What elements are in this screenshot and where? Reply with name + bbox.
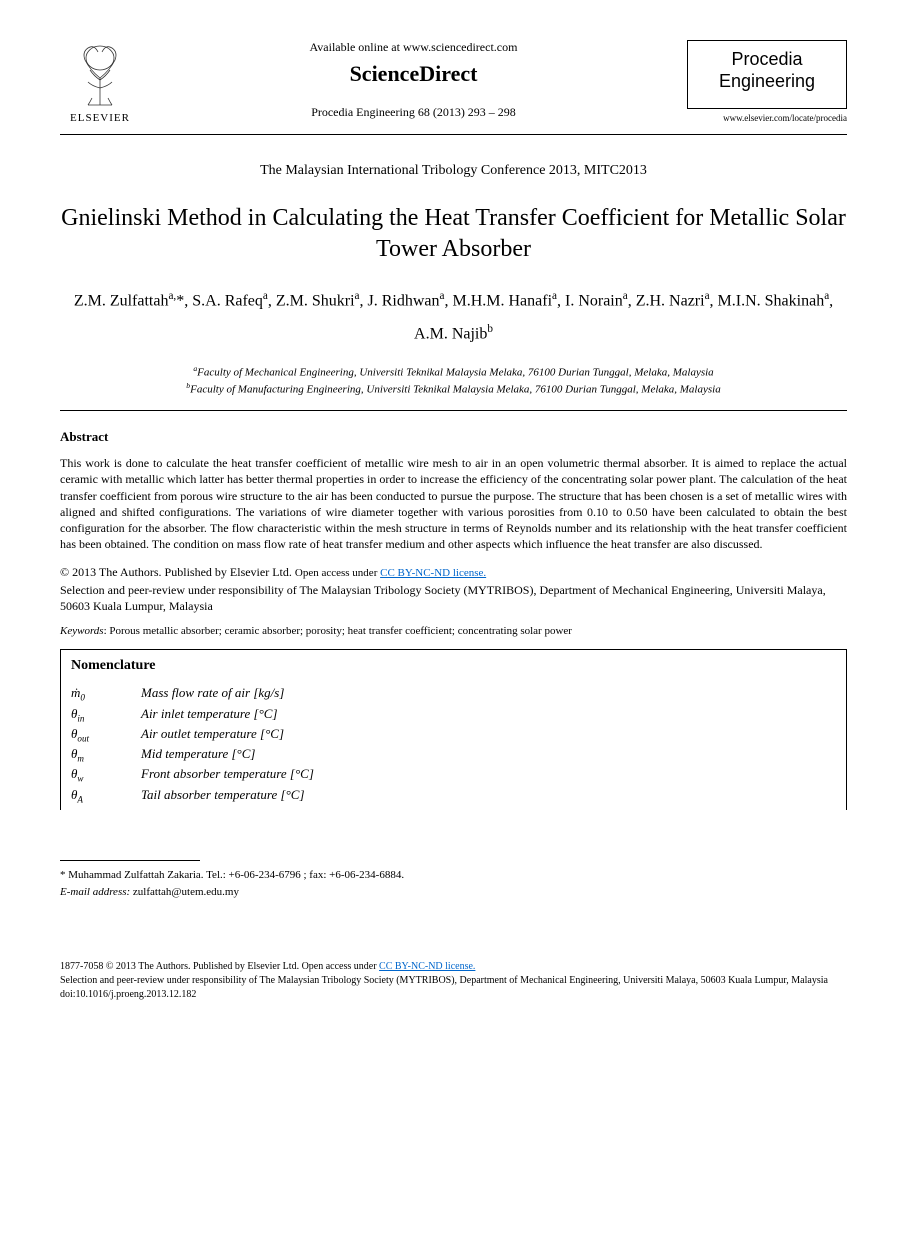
footnote-rule: [60, 860, 200, 861]
keywords-text: : Porous metallic absorber; ceramic abso…: [104, 625, 572, 637]
elsevier-label: ELSEVIER: [70, 112, 130, 124]
journal-url: www.elsevier.com/locate/procedia: [687, 113, 847, 123]
copyright-line1: © 2013 The Authors. Published by Elsevie…: [60, 565, 295, 579]
nomenclature-symbol: θout: [71, 725, 141, 745]
footer-block: 1877-7058 © 2013 The Authors. Published …: [60, 960, 847, 1002]
nomenclature-title: Nomenclature: [71, 658, 836, 674]
copyright-line2: Selection and peer-review under responsi…: [60, 583, 826, 614]
cc-license-link[interactable]: CC BY-NC-ND license.: [380, 567, 486, 579]
sciencedirect-logo: ScienceDirect: [160, 61, 667, 87]
nomenclature-symbol: θin: [71, 705, 141, 725]
copyright-block: © 2013 The Authors. Published by Elsevie…: [60, 564, 847, 615]
nomenclature-definition: Tail absorber temperature [°C]: [141, 786, 836, 806]
keywords-line: Keywords: Porous metallic absorber; cera…: [60, 625, 847, 637]
nomenclature-symbol: θA: [71, 786, 141, 806]
footer-doi: doi:10.1016/j.proeng.2013.12.182: [60, 989, 196, 1000]
nomenclature-definition: Air inlet temperature [°C]: [141, 705, 836, 725]
nomenclature-definition: Air outlet temperature [°C]: [141, 725, 836, 745]
affiliation-rule: [60, 410, 847, 411]
nomenclature-symbol: θm: [71, 745, 141, 765]
footer-open-access: Open access under: [302, 961, 379, 972]
elsevier-logo: ELSEVIER: [60, 40, 140, 124]
email-line: E-mail address: zulfattah@utem.edu.my: [60, 884, 847, 901]
nomenclature-row: θATail absorber temperature [°C]: [71, 786, 836, 806]
footer-cc-link[interactable]: CC BY-NC-ND license.: [379, 961, 475, 972]
available-online-text: Available online at www.sciencedirect.co…: [160, 40, 667, 55]
header-rule: [60, 134, 847, 135]
nomenclature-row: θwFront absorber temperature [°C]: [71, 765, 836, 785]
citation-text: Procedia Engineering 68 (2013) 293 – 298: [160, 105, 667, 120]
keywords-label: Keywords: [60, 625, 104, 637]
nomenclature-definition: Mid temperature [°C]: [141, 745, 836, 765]
abstract-text: This work is done to calculate the heat …: [60, 455, 847, 552]
affiliation-a: aFaculty of Mechanical Engineering, Univ…: [60, 364, 847, 381]
footer-selection: Selection and peer-review under responsi…: [60, 975, 828, 986]
nomenclature-symbol: θw: [71, 765, 141, 785]
elsevier-tree-icon: [70, 40, 130, 110]
journal-box-wrapper: Procedia Engineering www.elsevier.com/lo…: [687, 40, 847, 123]
nomenclature-row: θoutAir outlet temperature [°C]: [71, 725, 836, 745]
affiliation-b: bFaculty of Manufacturing Engineering, U…: [60, 381, 847, 398]
journal-name-line2: Engineering: [706, 71, 828, 93]
nomenclature-symbol: ṁ0: [71, 684, 141, 704]
open-access-text: Open access under: [295, 567, 380, 579]
authors-list: Z.M. Zulfattaha,*, S.A. Rafeqa, Z.M. Shu…: [60, 285, 847, 350]
journal-box: Procedia Engineering: [687, 40, 847, 109]
conference-name: The Malaysian International Tribology Co…: [60, 163, 847, 179]
nomenclature-row: ṁ0Mass flow rate of air [kg/s]: [71, 684, 836, 704]
corresponding-author: * Muhammad Zulfattah Zakaria. Tel.: +6-0…: [60, 867, 847, 884]
abstract-heading: Abstract: [60, 429, 847, 445]
nomenclature-box: Nomenclature ṁ0Mass flow rate of air [kg…: [60, 649, 847, 810]
email-label: E-mail address:: [60, 886, 130, 898]
affiliations: aFaculty of Mechanical Engineering, Univ…: [60, 364, 847, 398]
nomenclature-definition: Mass flow rate of air [kg/s]: [141, 684, 836, 704]
footer-issn: 1877-7058 © 2013 The Authors. Published …: [60, 961, 302, 972]
header-row: ELSEVIER Available online at www.science…: [60, 40, 847, 124]
paper-title: Gnielinski Method in Calculating the Hea…: [60, 203, 847, 265]
journal-name-line1: Procedia: [706, 49, 828, 71]
header-center: Available online at www.sciencedirect.co…: [140, 40, 687, 120]
nomenclature-row: θmMid temperature [°C]: [71, 745, 836, 765]
footnote-block: * Muhammad Zulfattah Zakaria. Tel.: +6-0…: [60, 867, 847, 900]
nomenclature-definition: Front absorber temperature [°C]: [141, 765, 836, 785]
nomenclature-row: θinAir inlet temperature [°C]: [71, 705, 836, 725]
email-address: zulfattah@utem.edu.my: [130, 886, 239, 898]
